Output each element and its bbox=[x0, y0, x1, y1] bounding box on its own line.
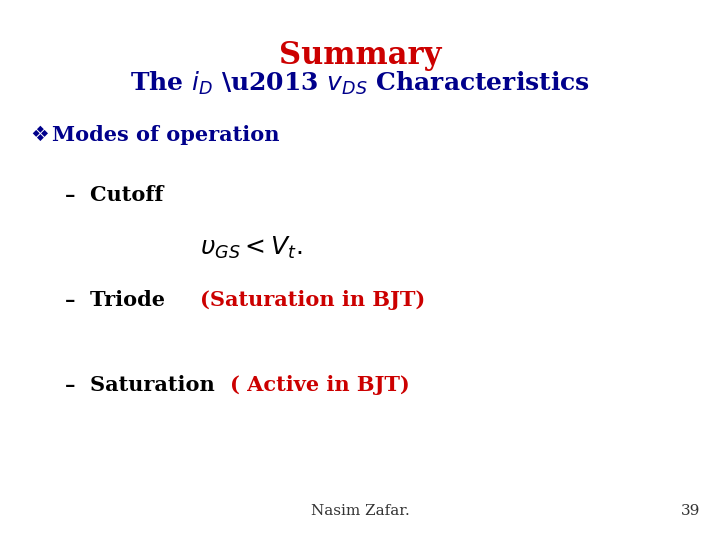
Text: –  Saturation: – Saturation bbox=[65, 375, 215, 395]
Text: –  Cutoff: – Cutoff bbox=[65, 185, 163, 205]
Text: –  Triode: – Triode bbox=[65, 290, 165, 310]
Text: Summary: Summary bbox=[279, 40, 441, 71]
Text: (Saturation in BJT): (Saturation in BJT) bbox=[200, 290, 426, 310]
Text: 39: 39 bbox=[680, 504, 700, 518]
Text: ( Active in BJT): ( Active in BJT) bbox=[230, 375, 410, 395]
Text: Modes of operation: Modes of operation bbox=[52, 125, 279, 145]
Text: $\upsilon_{GS} < V_t.$: $\upsilon_{GS} < V_t.$ bbox=[200, 235, 302, 261]
Text: Nasim Zafar.: Nasim Zafar. bbox=[310, 504, 410, 518]
Text: ❖: ❖ bbox=[30, 125, 49, 145]
Text: The $\mathit{i}_D$ \u2013 $\mathit{v}_{DS}$ Characteristics: The $\mathit{i}_D$ \u2013 $\mathit{v}_{D… bbox=[130, 70, 590, 97]
